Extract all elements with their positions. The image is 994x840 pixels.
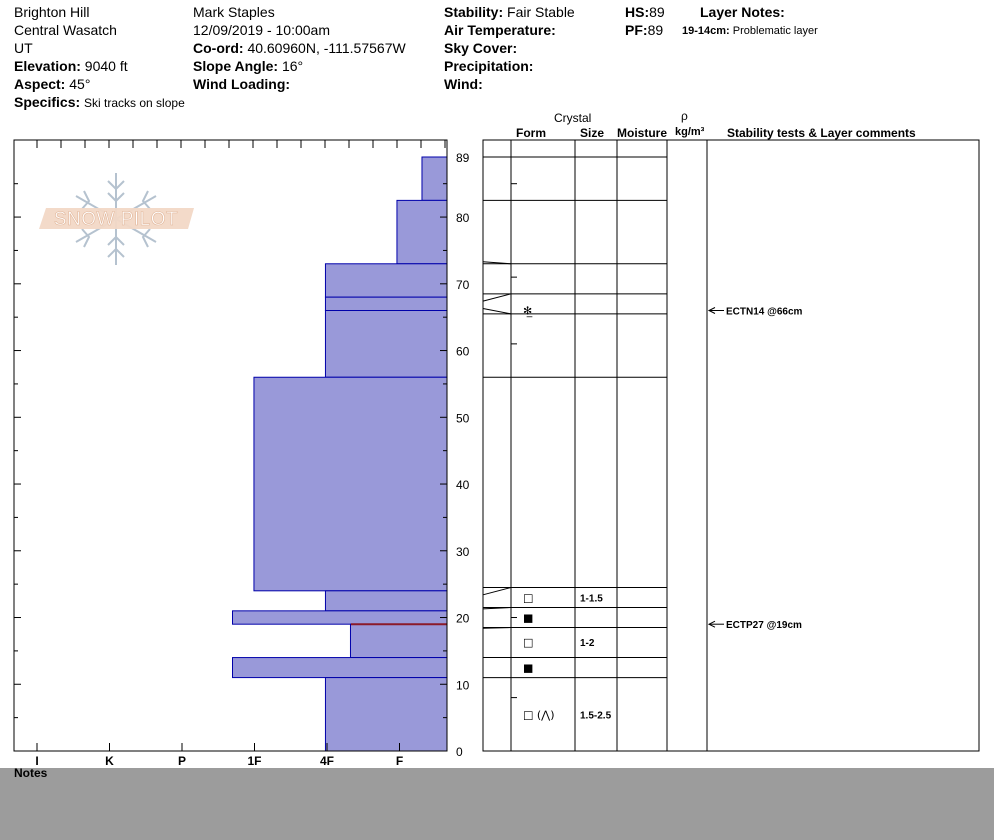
moisture-header: Moisture [617,126,668,140]
crystal-form-0: ✻̲ [523,305,533,318]
observer: Mark Staples [193,4,275,20]
crystal-size-3: 1-2 [580,638,595,649]
slope-label: Slope Angle: [193,58,279,74]
crystal-size-5: 1.5-2.5 [580,710,612,721]
comments-header: Stability tests & Layer comments [727,126,916,140]
stability-value: Fair Stable [507,4,575,20]
hardness-tick-label: I [35,754,38,768]
hardness-layer-9 [232,657,448,679]
crystal-size-1: 1-1.5 [580,593,603,604]
aspect-label: Aspect: [14,76,66,92]
depth-link-2 [482,308,512,315]
layer-note: 19-14cm: Problematic layer [682,22,818,40]
y-tick-label: 60 [456,345,470,359]
specifics-value: Ski tracks on slope [84,96,185,110]
y-tick-label: 70 [456,278,470,292]
pf-value: 89 [647,22,664,38]
y-tick-label: 10 [456,678,470,692]
hardness-plot-frame [13,139,448,752]
crystal-form-2: ■ [523,612,533,625]
hardness-layer-3 [324,296,448,312]
stability-test-label-0: ECTN14 @66cm [726,307,803,318]
stability-label: Stability: [444,4,504,20]
hs-label: HS: [625,4,650,20]
form-header: Form [516,126,546,140]
crystal-header: Crystal [554,111,592,125]
wind-loading-label: Wind Loading: [193,76,291,92]
y-tick-label: 20 [456,612,470,626]
hardness-layer-2 [324,263,448,298]
sky-cover-label: Sky Cover: [444,40,518,56]
pf-label: PF: [625,22,648,38]
rho-header: ρ [681,109,688,123]
snow-profile-chart: SNOW PILOT 0 10 20 30 40 50 60 70 80 89 I K P 1F 4F F ✻… [13,139,980,768]
depth-link-3 [482,586,512,596]
arrow-head-icon [707,307,716,314]
datetime: 12/09/2019 - 10:00am [193,22,330,38]
hardness-layer-10 [324,677,448,752]
hardness-tick-label: K [105,754,114,768]
range: Central Wasatch [14,22,117,38]
elevation-label: Elevation: [14,58,81,74]
depth-link-0 [482,261,512,265]
footer-bar [0,768,994,840]
specifics-label: Specifics: [14,94,81,110]
crystal-form-1: □ [523,591,533,604]
hardness-tick-label: P [178,754,186,768]
notes-label: Notes [14,766,48,780]
layer-notes-label: Layer Notes: [700,4,785,20]
hs: HS:89 [625,3,665,21]
layer-note-range: 19-14cm: [682,25,730,37]
hardness-tick-label: 4F [320,754,334,768]
y-tick-label: 50 [456,411,470,425]
stability-test-label-1: ECTP27 @19cm [726,620,802,631]
size-header: Size [580,126,605,140]
hardness-tick-label: F [396,754,403,768]
y-tick-label: 30 [456,545,470,559]
y-tick-label: 89 [456,151,470,165]
logo-banner [39,208,194,229]
hardness-layer-4 [324,310,448,378]
crystal-form-5: □ (⋀) [523,708,555,721]
pf: PF:89 [625,21,663,39]
coordinates: Co-ord: 40.60960N, -111.57567W [193,39,406,57]
layer-note-text: Problematic layer [732,25,818,37]
depth-link-1 [482,293,512,302]
hardness-layer-5 [253,376,448,592]
precip-label: Precipitation: [444,58,534,74]
crystal-form-3: □ [523,636,533,649]
hardness-layer-6 [324,590,448,612]
y-tick-label: 0 [456,745,463,759]
y-tick-label: 40 [456,478,470,492]
hardness-layer-1 [396,199,448,265]
depth-link-4 [482,607,512,610]
coord-value: 40.60960N, -111.57567W [247,40,406,56]
elevation: Elevation: 9040 ft [14,57,128,75]
location: Brighton Hill [14,4,90,20]
layer-table-frame [482,139,980,752]
state: UT [14,40,33,56]
arrow-head-icon [707,620,716,628]
hs-value: 89 [649,4,665,20]
aspect-value: 45° [69,76,91,92]
aspect: Aspect: 45° [14,75,90,93]
snowpilot-logo: SNOW PILOT [39,173,194,265]
specifics: Specifics: Ski tracks on slope [14,93,185,112]
depth-link-5 [482,627,512,629]
hardness-layer-7 [232,610,448,625]
elevation-value: 9040 ft [84,58,128,74]
slope-value: 16° [281,58,304,74]
y-tick-label: 80 [456,211,470,225]
stability: Stability: Fair Stable [444,3,575,21]
density-header: kg/m³ [675,126,705,138]
coord-label: Co-ord: [193,40,244,56]
hardness-layer-8 [349,623,448,659]
hardness-layer-0 [421,156,448,201]
wind-label: Wind: [444,76,483,92]
crystal-form-4: ■ [523,662,533,675]
air-temp-label: Air Temperature: [444,22,556,38]
hardness-tick-label: 1F [247,754,261,768]
logo-text: SNOW PILOT [54,209,178,230]
slope-angle: Slope Angle: 16° [193,57,303,75]
